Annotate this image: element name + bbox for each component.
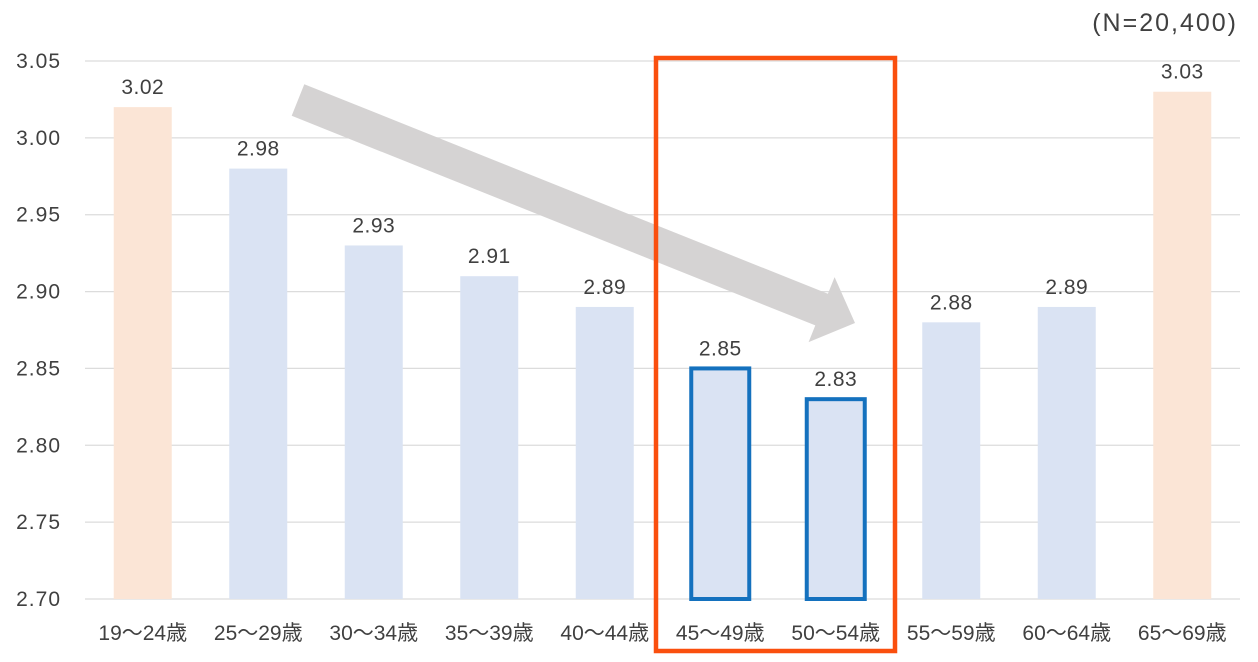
bar-value-label: 2.98	[237, 138, 280, 161]
x-axis-label: 55〜59歳	[907, 622, 996, 645]
bar-value-label: 2.93	[352, 214, 395, 237]
chart-bar	[1037, 306, 1096, 599]
x-axis-label: 25〜29歳	[214, 622, 303, 645]
bar-value-label: 2.83	[814, 368, 857, 391]
x-axis-category-labels: 19〜24歳 25〜29歳 30〜34歳 35〜39歳 40〜44歳 45〜49歳 50〜5…	[98, 622, 1226, 645]
x-axis-label: 30〜34歳	[329, 622, 418, 645]
bar-value-label: 3.02	[121, 76, 164, 99]
x-axis-label: 65〜69歳	[1138, 622, 1227, 645]
chart-bar	[229, 168, 288, 599]
bars	[113, 91, 1212, 601]
chart-bar	[344, 245, 403, 599]
x-axis-label: 45〜49歳	[676, 622, 765, 645]
y-tick-label: 2.70	[16, 588, 61, 611]
x-axis-label: 40〜44歳	[560, 622, 649, 645]
sample-size-annotation: (N=20,400)	[1092, 9, 1238, 37]
bar-value-labels: 3.02 2.98 2.93 2.91 2.89 2.85 2.83 2.88 2.89 3.03	[121, 61, 1203, 391]
chart-bar	[575, 306, 634, 599]
bar-value-label: 2.88	[930, 291, 973, 314]
y-tick-label: 3.05	[16, 50, 61, 73]
bar-value-label: 3.03	[1161, 61, 1204, 84]
y-tick-label: 2.85	[16, 357, 61, 380]
chart-bar	[1153, 91, 1212, 599]
y-tick-label: 2.95	[16, 204, 61, 227]
y-tick-label: 2.80	[16, 434, 61, 457]
chart-bar-highlighted	[804, 397, 867, 601]
x-axis-label: 35〜39歳	[445, 622, 534, 645]
trend-arrow-icon	[291, 84, 855, 343]
bar-value-label: 2.89	[1045, 276, 1088, 299]
highlight-box	[653, 55, 898, 654]
bar-value-label: 2.85	[699, 337, 742, 360]
y-tick-label: 2.90	[16, 281, 61, 304]
chart-bar	[113, 107, 172, 599]
y-tick-label: 3.00	[16, 127, 61, 150]
chart-bar-highlighted	[689, 366, 752, 601]
bar-value-label: 2.91	[468, 245, 511, 268]
x-axis-label: 50〜54歳	[791, 622, 880, 645]
y-tick-label: 2.75	[16, 511, 61, 534]
x-axis-label: 19〜24歳	[98, 622, 187, 645]
bar-value-label: 2.89	[583, 276, 626, 299]
x-axis-label: 60〜64歳	[1022, 622, 1111, 645]
y-axis-tick-labels: 2.70 2.75 2.80 2.85 2.90 2.95 3.00 3.05	[16, 50, 61, 611]
chart-bar	[460, 276, 519, 599]
chart-bar	[922, 322, 981, 599]
